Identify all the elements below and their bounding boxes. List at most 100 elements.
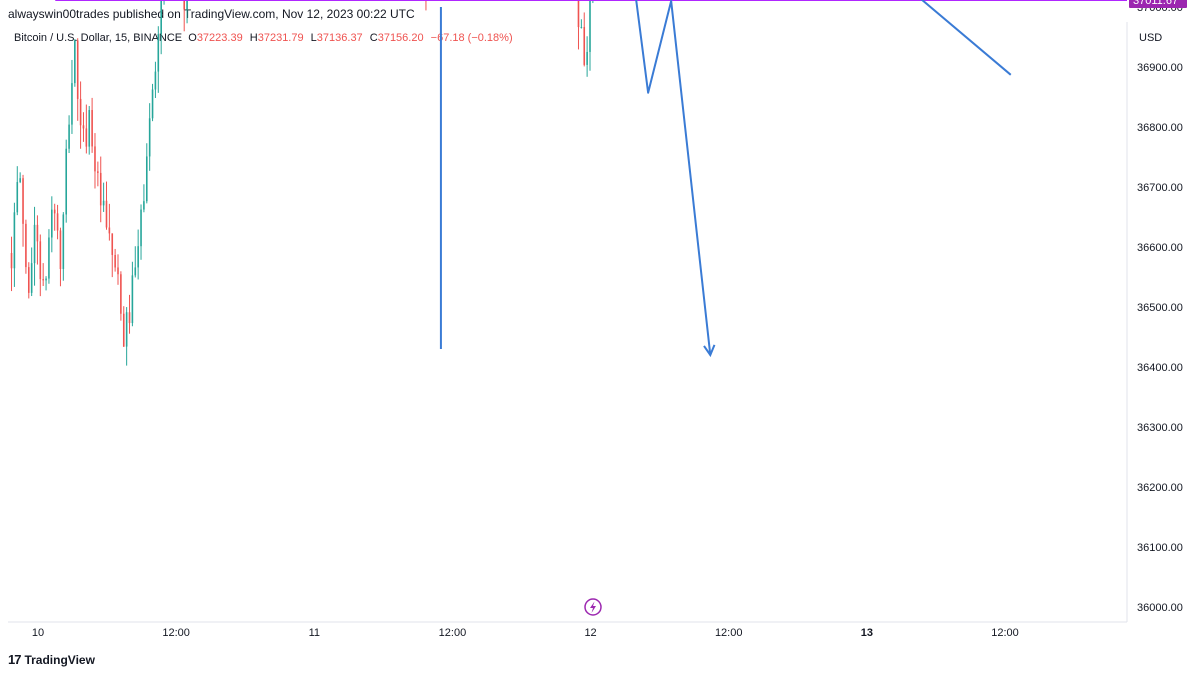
candle-body[interactable]: [33, 224, 36, 264]
candle-body[interactable]: [19, 178, 21, 183]
y-tick-label: 36000.00: [1137, 602, 1183, 614]
candle-body[interactable]: [105, 200, 108, 228]
candle-body[interactable]: [71, 83, 73, 125]
candle-body[interactable]: [137, 246, 139, 268]
x-tick-label: 10: [32, 627, 44, 639]
candle-body[interactable]: [59, 230, 62, 269]
symbol-label[interactable]: Bitcoin / U.S. Dollar, 15, BINANCE: [14, 32, 183, 44]
candle-body[interactable]: [79, 98, 82, 126]
close-label: C: [369, 32, 378, 44]
candle-body[interactable]: [53, 209, 56, 214]
candle-body[interactable]: [88, 110, 91, 147]
candle-body[interactable]: [10, 253, 13, 269]
candle-body[interactable]: [25, 223, 27, 268]
candle-body[interactable]: [134, 267, 137, 276]
candle-body[interactable]: [145, 156, 148, 202]
candle-body[interactable]: [56, 213, 59, 231]
y-tick-label: 36400.00: [1137, 362, 1183, 374]
candle-body[interactable]: [589, 0, 591, 52]
candle-body[interactable]: [143, 201, 145, 210]
level-price-tag[interactable]: [1129, 0, 1187, 8]
close-value: 37156.20: [377, 32, 424, 44]
x-tick-label: 12:00: [162, 627, 190, 639]
candle-body[interactable]: [583, 26, 586, 65]
tradingview-logo-mark: 17: [8, 652, 22, 667]
high-value: 37231.79: [257, 32, 304, 44]
x-tick-label: 12: [584, 627, 596, 639]
currency-label[interactable]: USD: [1139, 32, 1163, 44]
y-tick-label: 36500.00: [1137, 302, 1183, 314]
candle-body[interactable]: [128, 312, 131, 324]
change-value: −67.18 (−0.18%): [430, 32, 513, 44]
candle-body[interactable]: [580, 26, 583, 28]
candle-body[interactable]: [577, 0, 580, 28]
candle-body[interactable]: [30, 263, 33, 293]
candle-body[interactable]: [45, 278, 47, 281]
tradingview-logo-text: TradingView: [24, 652, 95, 667]
candle-body[interactable]: [122, 313, 125, 347]
descending-trendline[interactable]: [322, 0, 1012, 76]
y-tick-label: 36100.00: [1137, 542, 1183, 554]
candle-body[interactable]: [36, 224, 39, 242]
candle-body[interactable]: [186, 0, 188, 10]
open-label: O: [188, 32, 197, 44]
candle-body[interactable]: [125, 312, 128, 347]
candle-body[interactable]: [108, 227, 111, 234]
candle-body[interactable]: [148, 118, 151, 157]
candle-body[interactable]: [27, 267, 30, 293]
x-tick-label: 12:00: [991, 627, 1019, 639]
candle-body[interactable]: [154, 71, 157, 90]
y-tick-label: 36900.00: [1137, 62, 1183, 74]
level-price-tag-value: 37011.67: [1133, 0, 1178, 7]
candle-body[interactable]: [42, 279, 44, 281]
candle-body[interactable]: [16, 182, 19, 213]
candle-body[interactable]: [65, 148, 68, 215]
candle-body[interactable]: [39, 241, 42, 280]
projection-path[interactable]: [624, 0, 712, 356]
tradingview-logo[interactable]: 17 TradingView: [8, 652, 95, 667]
candle-body[interactable]: [160, 0, 162, 35]
candle-body[interactable]: [120, 274, 122, 314]
candle-body[interactable]: [85, 128, 88, 147]
candle-body[interactable]: [117, 267, 119, 275]
candle-body[interactable]: [157, 34, 160, 72]
candle-body[interactable]: [586, 51, 588, 65]
candle-body[interactable]: [183, 0, 186, 10]
candle-body[interactable]: [68, 124, 70, 149]
candle-body[interactable]: [151, 89, 154, 119]
y-tick-label: 36800.00: [1137, 122, 1183, 134]
candle-body[interactable]: [82, 125, 85, 129]
candle-body[interactable]: [102, 200, 105, 206]
lightning-icon-glyph: [590, 601, 596, 613]
candle-body[interactable]: [91, 110, 93, 147]
y-tick-label: 36300.00: [1137, 422, 1183, 434]
candle-body[interactable]: [13, 212, 16, 269]
x-tick-label: 11: [309, 627, 320, 639]
chart-legend: Bitcoin / U.S. Dollar, 15, BINANCE O3722…: [14, 32, 513, 44]
low-label: L: [310, 32, 317, 44]
candle-body[interactable]: [74, 40, 76, 84]
candle-body[interactable]: [99, 172, 102, 206]
y-tick-label: 36200.00: [1137, 482, 1183, 494]
y-tick-label: 36700.00: [1137, 182, 1183, 194]
projection-arrowhead: [703, 344, 716, 358]
candle-body[interactable]: [111, 233, 114, 255]
x-tick-label: 12:00: [439, 627, 467, 639]
candle-body[interactable]: [51, 209, 53, 238]
candle-body[interactable]: [62, 214, 65, 269]
low-value: 37136.37: [316, 32, 363, 44]
candle-body[interactable]: [94, 146, 96, 172]
candle-body[interactable]: [76, 40, 79, 99]
candle-body[interactable]: [131, 275, 134, 324]
open-value: 37223.39: [196, 32, 243, 44]
publisher-note: alwayswin00trades published on TradingVi…: [8, 7, 415, 21]
x-tick-label: 13: [861, 627, 873, 639]
candle-body[interactable]: [140, 209, 142, 247]
high-label: H: [249, 32, 258, 44]
candle-body[interactable]: [114, 254, 116, 268]
candle-body[interactable]: [22, 178, 24, 224]
candle-body[interactable]: [48, 237, 50, 279]
candle-body[interactable]: [97, 171, 99, 173]
y-tick-label: 36600.00: [1137, 242, 1183, 254]
